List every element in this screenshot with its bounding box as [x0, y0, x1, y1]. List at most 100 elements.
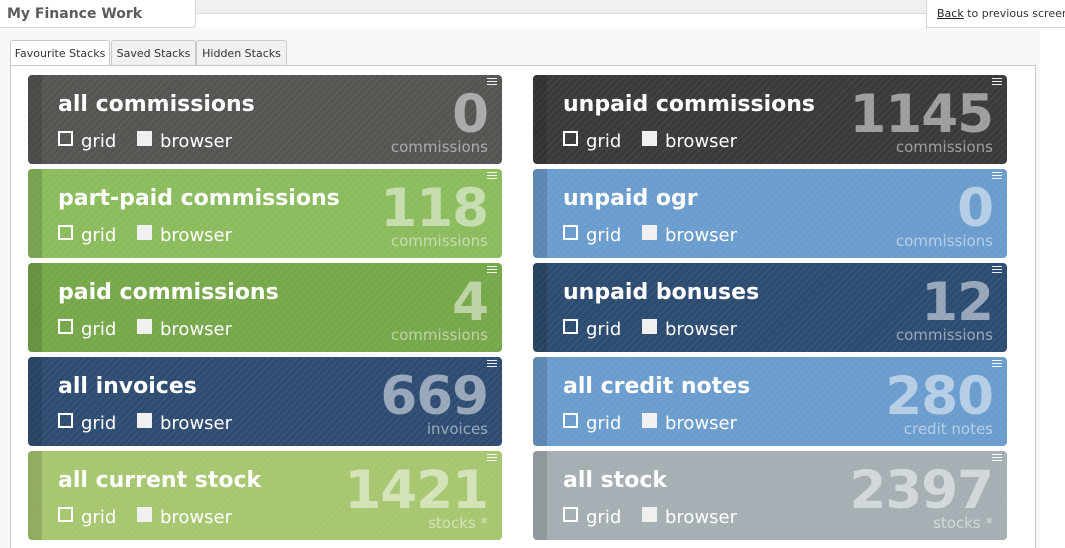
stack-card[interactable]: all invoices grid browser 669 invoices [28, 357, 502, 446]
stack-name[interactable]: part-paid commissions [58, 186, 340, 211]
back-to-previous-screen: Back to previous screen [926, 0, 1065, 28]
stack-name[interactable]: all credit notes [563, 374, 751, 399]
checkbox-icon[interactable] [137, 413, 152, 428]
stack-unit: invoices [426, 420, 488, 438]
stack-unit: stocks * [933, 514, 993, 532]
grid-label: grid [81, 225, 117, 246]
tab-favourite-stacks[interactable]: Favourite Stacks [10, 40, 110, 67]
grid-option[interactable]: grid [563, 225, 621, 247]
grid-option[interactable]: grid [563, 507, 621, 529]
back-link[interactable]: Back [937, 7, 964, 20]
grid-option[interactable]: grid [58, 507, 116, 529]
card-stripe [28, 451, 42, 540]
stack-name[interactable]: unpaid ogr [563, 186, 698, 211]
menu-icon[interactable] [487, 78, 497, 86]
grid-label: grid [81, 507, 117, 528]
menu-icon[interactable] [992, 172, 1002, 180]
menu-icon[interactable] [992, 266, 1002, 274]
grid-option[interactable]: grid [58, 319, 116, 341]
menu-icon[interactable] [992, 360, 1002, 368]
checkbox-icon[interactable] [58, 131, 73, 146]
stack-card[interactable]: unpaid commissions grid browser 1145 commiss… [533, 75, 1007, 164]
grid-option[interactable]: grid [563, 131, 621, 153]
browser-label: browser [160, 131, 233, 152]
stack-card[interactable]: all stock grid browser 2397 stocks * [533, 451, 1007, 540]
checkbox-icon[interactable] [642, 413, 657, 428]
checkbox-icon[interactable] [58, 225, 73, 240]
browser-option[interactable]: browser [137, 319, 232, 341]
menu-icon[interactable] [992, 78, 1002, 86]
checkbox-icon[interactable] [642, 507, 657, 522]
stack-name[interactable]: paid commissions [58, 280, 279, 305]
stack-count: 1421 [344, 460, 489, 521]
checkbox-icon[interactable] [563, 319, 578, 334]
card-stripe [28, 75, 42, 164]
stack-card[interactable]: paid commissions grid browser 4 commissions [28, 263, 502, 352]
checkbox-icon[interactable] [137, 131, 152, 146]
menu-icon[interactable] [487, 266, 497, 274]
stack-name[interactable]: all invoices [58, 374, 197, 399]
checkbox-icon[interactable] [137, 225, 152, 240]
browser-option[interactable]: browser [137, 413, 232, 435]
browser-label: browser [665, 413, 738, 434]
checkbox-icon[interactable] [58, 413, 73, 428]
checkbox-icon[interactable] [563, 413, 578, 428]
stack-card[interactable]: unpaid bonuses grid browser 12 commissions [533, 263, 1007, 352]
browser-label: browser [665, 319, 738, 340]
stack-card[interactable]: all current stock grid browser 1421 stocks * [28, 451, 502, 540]
browser-option[interactable]: browser [137, 131, 232, 153]
grid-option[interactable]: grid [58, 225, 116, 247]
card-stripe [28, 169, 42, 258]
browser-option[interactable]: browser [642, 507, 737, 529]
stack-name[interactable]: all current stock [58, 468, 262, 493]
stack-card[interactable]: unpaid ogr grid browser 0 commissions [533, 169, 1007, 258]
checkbox-icon[interactable] [58, 319, 73, 334]
grid-label: grid [586, 507, 622, 528]
checkbox-icon[interactable] [137, 507, 152, 522]
top-bar [0, 0, 1065, 14]
card-stripe [533, 451, 547, 540]
checkbox-icon[interactable] [642, 319, 657, 334]
checkbox-icon[interactable] [563, 225, 578, 240]
browser-option[interactable]: browser [642, 131, 737, 153]
stack-card[interactable]: all credit notes grid browser 280 credit not… [533, 357, 1007, 446]
checkbox-icon[interactable] [563, 507, 578, 522]
checkbox-icon[interactable] [137, 319, 152, 334]
checkbox-icon[interactable] [642, 131, 657, 146]
stack-unit: commissions [390, 326, 488, 344]
stack-unit: stocks * [428, 514, 488, 532]
stack-count: 0 [957, 178, 994, 239]
menu-icon[interactable] [487, 172, 497, 180]
browser-option[interactable]: browser [137, 225, 232, 247]
stack-card[interactable]: all commissions grid browser 0 commissions [28, 75, 502, 164]
stack-count: 4 [452, 272, 489, 333]
card-stripe [533, 357, 547, 446]
browser-option[interactable]: browser [642, 319, 737, 341]
checkbox-icon[interactable] [58, 507, 73, 522]
stack-unit: commissions [895, 326, 993, 344]
stack-name[interactable]: unpaid commissions [563, 92, 816, 117]
stack-name[interactable]: all commissions [58, 92, 255, 117]
tab-hidden-stacks[interactable]: Hidden Stacks [196, 40, 287, 65]
grid-option[interactable]: grid [58, 131, 116, 153]
stack-card[interactable]: part-paid commissions grid browser 118 commi… [28, 169, 502, 258]
stack-count: 280 [885, 366, 994, 427]
grid-label: grid [586, 131, 622, 152]
browser-option[interactable]: browser [137, 507, 232, 529]
grid-option[interactable]: grid [563, 319, 621, 341]
tab-saved-stacks[interactable]: Saved Stacks [111, 40, 196, 65]
checkbox-icon[interactable] [642, 225, 657, 240]
checkbox-icon[interactable] [563, 131, 578, 146]
menu-icon[interactable] [487, 360, 497, 368]
browser-label: browser [665, 131, 738, 152]
browser-option[interactable]: browser [642, 413, 737, 435]
stack-count: 12 [921, 272, 994, 333]
menu-icon[interactable] [992, 454, 1002, 462]
stack-name[interactable]: all stock [563, 468, 667, 493]
browser-option[interactable]: browser [642, 225, 737, 247]
grid-option[interactable]: grid [58, 413, 116, 435]
grid-label: grid [586, 319, 622, 340]
grid-option[interactable]: grid [563, 413, 621, 435]
menu-icon[interactable] [487, 454, 497, 462]
stack-name[interactable]: unpaid bonuses [563, 280, 760, 305]
